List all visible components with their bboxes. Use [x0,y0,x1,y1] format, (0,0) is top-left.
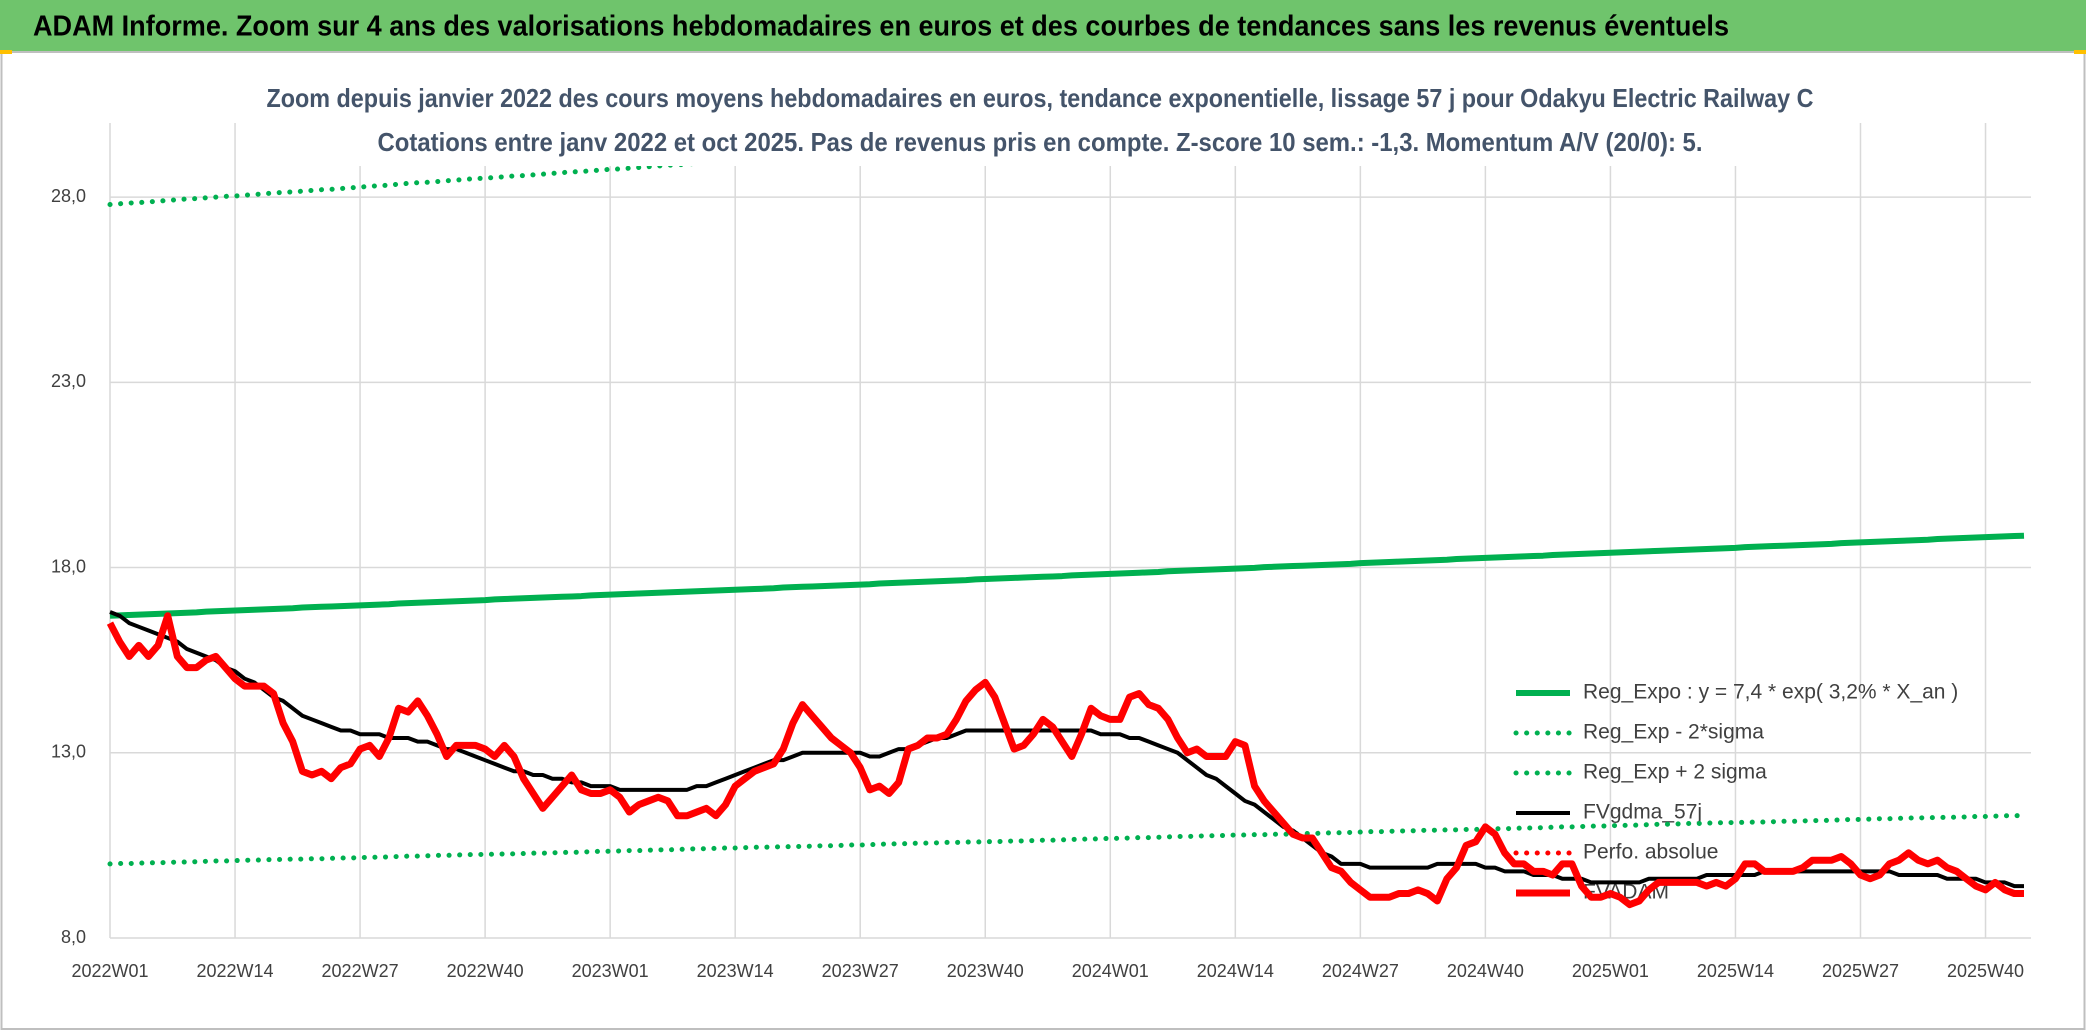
x-tick-label: 2025W01 [1572,961,1649,981]
x-tick-label: 2024W40 [1447,961,1524,981]
header-title: ADAM Informe. Zoom sur 4 ans des valoris… [33,11,1729,43]
x-tick-label: 2025W14 [1697,961,1774,981]
grid: 8,0 13,0 18,0 23,0 28,0 2022W01 2022W14 2022W27… [51,123,2031,981]
header-bar [0,0,2086,51]
legend-label: FVgdma_57j [1583,801,1702,824]
legend-label: Reg_Exp + 2 sigma [1583,761,1767,784]
y-tick-label: 8,0 [61,927,86,947]
y-tick-label: 23,0 [51,371,86,391]
x-tick-label: 2023W14 [697,961,774,981]
corner-mark [0,50,12,54]
series-line [107,123,1312,207]
series-line [107,812,2027,867]
chart-subtitle: Cotations entre janv 2022 et oct 2025. P… [378,127,1703,157]
x-tick-label: 2023W40 [947,961,1024,981]
plot-area [106,123,2027,909]
chart-title: Zoom depuis janvier 2022 des cours moyen… [267,83,1814,113]
legend-label: Perfo. absolue [1583,841,1718,864]
x-tick-label: 2022W40 [447,961,524,981]
y-tick-label: 18,0 [51,556,86,576]
corner-mark [2074,50,2086,54]
series-line [109,532,2025,619]
title-box: Zoom depuis janvier 2022 des cours moyen… [262,78,1818,166]
x-tick-label: 2022W01 [71,961,148,981]
series-line [106,612,2024,909]
x-tick-label: 2023W27 [822,961,899,981]
legend-label: Reg_Expo : y = 7,4 * exp( 3,2% * X_an ) [1583,681,1958,704]
x-tick-label: 2022W27 [322,961,399,981]
x-tick-label: 2024W14 [1197,961,1274,981]
y-tick-label: 13,0 [51,742,86,762]
x-tick-label: 2025W27 [1822,961,1899,981]
series-line [109,610,2024,889]
x-tick-label: 2024W01 [1072,961,1149,981]
legend-label: Reg_Exp - 2*sigma [1583,721,1764,744]
chart-frame [0,51,2086,1030]
legend: Reg_Expo : y = 7,4 * exp( 3,2% * X_an ) R… [1513,681,1958,904]
y-tick-label: 28,0 [51,186,86,206]
x-tick-label: 2024W27 [1322,961,1399,981]
x-tick-label: 2023W01 [572,961,649,981]
title-background [262,78,1818,166]
x-tick-label: 2022W14 [197,961,274,981]
x-tick-label: 2025W40 [1947,961,2024,981]
